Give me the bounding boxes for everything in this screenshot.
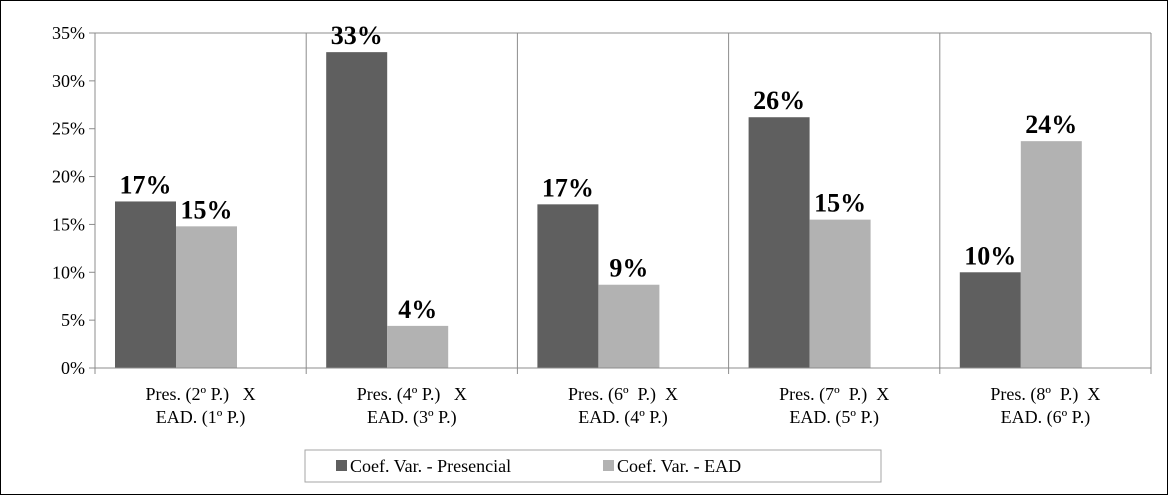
bar-ead: [598, 284, 660, 368]
y-tick-label: 10%: [52, 262, 85, 282]
x-category-label: Pres. (7º P.) X: [779, 384, 889, 405]
x-category-label: EAD. (6º P.): [1001, 407, 1091, 428]
bar-presencial: [959, 272, 1021, 368]
bar-presencial: [537, 204, 599, 368]
bar-presencial: [748, 117, 810, 368]
y-tick-label: 0%: [61, 358, 85, 378]
legend-label: Coef. Var. - Presencial: [350, 456, 511, 476]
data-label: 15%: [814, 189, 866, 218]
x-category-label: EAD. (1º P.): [156, 407, 246, 428]
x-category-label: Pres. (8º P.) X: [990, 384, 1100, 405]
x-category-label: Pres. (6º P.) X: [568, 384, 678, 405]
legend-swatch: [603, 460, 614, 471]
x-category-label: EAD. (5º P.): [789, 407, 879, 428]
data-label: 4%: [398, 295, 437, 324]
x-category-label: Pres. (4º P.) X: [357, 384, 467, 405]
x-category-label: Pres. (2º P.) X: [146, 384, 256, 405]
y-tick-label: 25%: [52, 119, 85, 139]
bar-ead: [809, 219, 871, 368]
x-category-label: EAD. (4º P.): [578, 407, 668, 428]
legend-label: Coef. Var. - EAD: [617, 456, 741, 476]
bar-ead: [1020, 141, 1082, 368]
y-tick-label: 20%: [52, 167, 85, 187]
bar-presencial: [326, 52, 388, 369]
bar-ead: [176, 226, 237, 368]
legend-swatch: [336, 460, 347, 471]
y-tick-label: 35%: [52, 23, 85, 43]
data-label: 17%: [120, 170, 172, 199]
bar-ead: [387, 325, 449, 368]
data-label: 15%: [181, 195, 233, 224]
legend-box: [304, 449, 882, 483]
y-tick-label: 30%: [52, 71, 85, 91]
y-tick-label: 5%: [61, 310, 85, 330]
data-label: 10%: [964, 241, 1016, 270]
bar-presencial: [115, 201, 176, 368]
y-tick-label: 15%: [52, 214, 85, 234]
data-label: 17%: [542, 173, 594, 202]
data-label: 33%: [331, 21, 383, 50]
data-label: 9%: [609, 254, 648, 283]
data-label: 26%: [753, 86, 805, 115]
x-category-label: EAD. (3º P.): [367, 407, 457, 428]
data-label: 24%: [1025, 110, 1077, 139]
